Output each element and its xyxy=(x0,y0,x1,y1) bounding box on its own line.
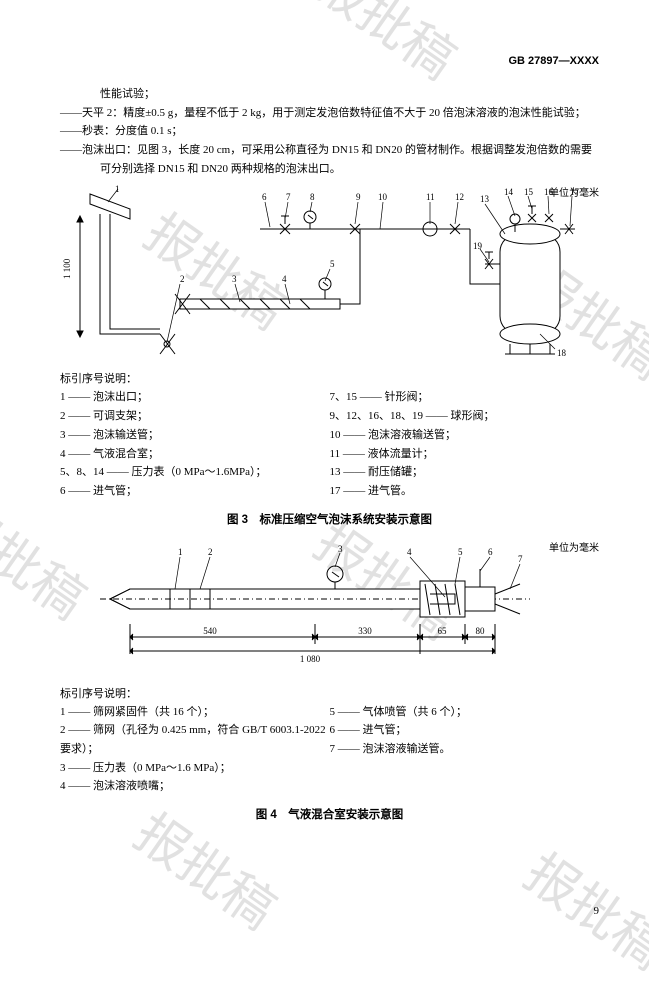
fig4-caption: 图 4 气液混合室安装示意图 xyxy=(60,806,599,822)
page-number: 9 xyxy=(594,905,600,917)
callout: 12 xyxy=(455,192,464,202)
legend-title: 标引序号说明： xyxy=(60,370,599,386)
callout: 4 xyxy=(282,274,287,284)
legend-item: 13 —— 耐压储罐； xyxy=(330,463,600,482)
callout: 8 xyxy=(310,192,315,202)
legend-item: 10 —— 泡沫溶液输送管； xyxy=(330,426,600,445)
legend-item: 11 —— 液体流量计； xyxy=(330,445,600,464)
legend-item: 5 —— 气体喷管（共 6 个）； xyxy=(330,703,600,722)
callout: 5 xyxy=(458,547,463,557)
fig3-caption: 图 3 标准压缩空气泡沫系统安装示意图 xyxy=(60,511,599,527)
dim: 65 xyxy=(438,626,448,636)
legend-item: 3 —— 泡沫输送管； xyxy=(60,426,330,445)
dim: 1 080 xyxy=(300,654,321,664)
figure-3-svg: 1 100 1 2 3 4 5 6 7 8 9 10 11 12 13 14 1… xyxy=(60,184,590,364)
legend-item: 2 —— 筛网（孔径为 0.425 mm，符合 GB/T 6003.1-2022… xyxy=(60,721,330,758)
callout: 11 xyxy=(426,192,435,202)
legend-item: 9、12、16、18、19 —— 球形阀； xyxy=(330,407,600,426)
unit-label: 单位为毫米 xyxy=(549,184,599,199)
legend-fig4: 1 —— 筛网紧固件（共 16 个）； 2 —— 筛网（孔径为 0.425 mm… xyxy=(60,703,599,796)
legend-item: 1 —— 泡沫出口； xyxy=(60,388,330,407)
legend-item: 2 —— 可调支架； xyxy=(60,407,330,426)
figure-4: 单位为毫米 xyxy=(60,539,599,679)
callout: 7 xyxy=(286,192,291,202)
intro-line: ——泡沫出口：见图 3，长度 20 cm，可采用公称直径为 DN15 和 DN2… xyxy=(60,141,599,178)
legend-item: 6 —— 进气管； xyxy=(60,482,330,501)
callout: 3 xyxy=(338,544,343,554)
dim-1100: 1 100 xyxy=(62,259,72,280)
callout: 6 xyxy=(262,192,267,202)
callout: 18 xyxy=(557,348,567,358)
callout: 1 xyxy=(178,547,183,557)
doc-code: GB 27897—XXXX xyxy=(60,55,599,67)
legend-item: 4 —— 泡沫溶液喷嘴； xyxy=(60,777,330,796)
callout: 13 xyxy=(480,194,490,204)
legend-item: 7 —— 泡沫溶液输送管。 xyxy=(330,740,600,759)
callout: 15 xyxy=(524,187,534,197)
legend-fig3: 1 —— 泡沫出口； 2 —— 可调支架； 3 —— 泡沫输送管； 4 —— 气… xyxy=(60,388,599,500)
callout: 6 xyxy=(488,547,493,557)
page: GB 27897—XXXX 性能试验； ——天平 2：精度±0.5 g，量程不低… xyxy=(0,0,649,874)
dim: 330 xyxy=(358,626,372,636)
legend-title: 标引序号说明： xyxy=(60,685,599,701)
intro-line: 性能试验； xyxy=(60,85,599,104)
callout: 4 xyxy=(407,547,412,557)
unit-label: 单位为毫米 xyxy=(549,539,599,554)
callout: 2 xyxy=(180,274,185,284)
callout: 5 xyxy=(330,259,335,269)
callout: 10 xyxy=(378,192,388,202)
legend-item: 6 —— 进气管； xyxy=(330,721,600,740)
callout: 1 xyxy=(115,184,120,194)
callout: 19 xyxy=(473,241,483,251)
legend-item: 7、15 —— 针形阀； xyxy=(330,388,600,407)
dim: 540 xyxy=(203,626,217,636)
callout: 3 xyxy=(232,274,237,284)
legend-item: 4 —— 气液混合室； xyxy=(60,445,330,464)
intro-text: 性能试验； ——天平 2：精度±0.5 g，量程不低于 2 kg，用于测定发泡倍… xyxy=(60,85,599,178)
legend-item: 5、8、14 —— 压力表（0 MPa～1.6MPa）； xyxy=(60,463,330,482)
intro-line: ——秒表：分度值 0.1 s； xyxy=(60,122,599,141)
callout: 7 xyxy=(518,554,523,564)
callout: 14 xyxy=(504,187,514,197)
intro-line: ——天平 2：精度±0.5 g，量程不低于 2 kg，用于测定发泡倍数特征值不大… xyxy=(60,104,599,123)
legend-item: 3 —— 压力表（0 MPa～1.6 MPa）； xyxy=(60,759,330,778)
figure-4-svg: 1 2 3 4 5 6 7 540 330 65 80 1 080 xyxy=(60,539,590,679)
callout: 9 xyxy=(356,192,361,202)
callout: 2 xyxy=(208,547,213,557)
legend-item: 17 —— 进气管。 xyxy=(330,482,600,501)
dim: 80 xyxy=(476,626,486,636)
legend-item: 1 —— 筛网紧固件（共 16 个）； xyxy=(60,703,330,722)
figure-3: 单位为毫米 xyxy=(60,184,599,364)
